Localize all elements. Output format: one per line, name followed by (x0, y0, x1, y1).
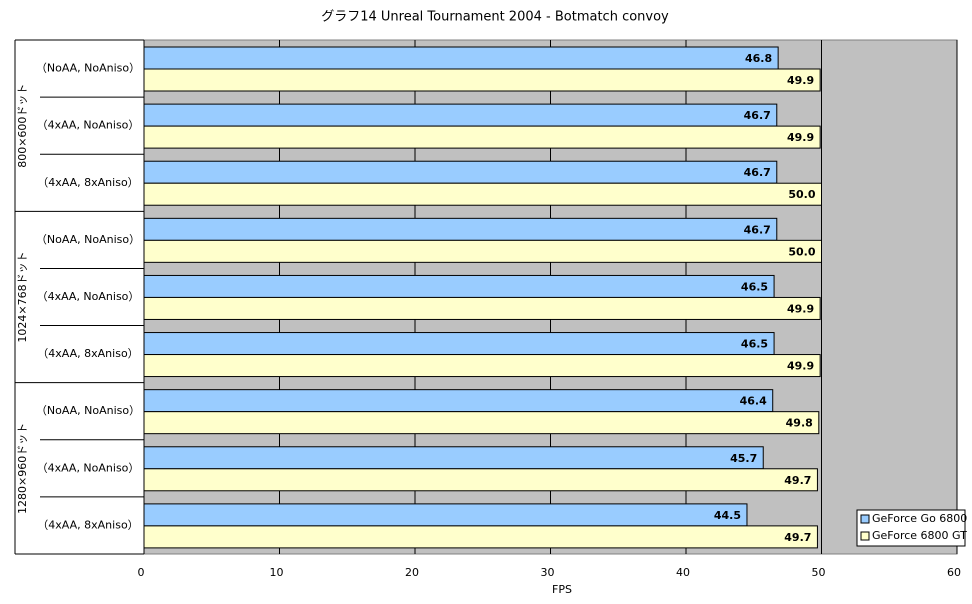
category-label: （4xAA, NoAniso） (37, 461, 140, 474)
value-label: 46.5 (741, 338, 768, 351)
value-label: 46.7 (744, 166, 771, 179)
bar (143, 389, 774, 413)
value-label: 46.4 (740, 395, 767, 408)
bar (143, 446, 764, 470)
category-label: （NoAA, NoAniso） (36, 233, 140, 246)
value-label: 44.5 (714, 509, 741, 522)
category-label: （NoAA, NoAniso） (36, 62, 140, 75)
x-tick-label: 30 (541, 566, 555, 579)
value-label: 46.5 (741, 280, 768, 293)
bar (143, 468, 818, 492)
group-label: 1024×768ドット (16, 251, 29, 342)
bar (143, 103, 778, 127)
group-label: 800×600ドット (16, 84, 29, 168)
legend-label: GeForce 6800 GT (872, 529, 967, 542)
x-tick-label: 20 (405, 566, 419, 579)
category-label: （4xAA, 8xAniso） (37, 347, 138, 360)
chart-title: グラフ14 Unreal Tournament 2004 - Botmatch … (321, 10, 669, 25)
bar (143, 125, 821, 149)
x-tick-label: 40 (676, 566, 690, 579)
bar (143, 217, 778, 241)
value-label: 49.8 (786, 417, 813, 430)
bar (143, 274, 775, 298)
group-label: 1280×960ドット (16, 423, 29, 514)
bar (143, 182, 822, 206)
value-label: 49.9 (787, 302, 814, 315)
bar (143, 354, 821, 378)
value-label: 46.7 (744, 223, 771, 236)
value-label: 49.9 (787, 360, 814, 373)
x-tick-label: 50 (812, 566, 826, 579)
category-label: （4xAA, 8xAniso） (37, 518, 138, 531)
value-label: 49.9 (787, 74, 814, 87)
value-label: 46.8 (745, 52, 772, 65)
category-label: （4xAA, NoAniso） (37, 290, 140, 303)
bar (143, 46, 779, 70)
bar (143, 239, 822, 263)
category-label: （NoAA, NoAniso） (36, 404, 140, 417)
bar (143, 160, 778, 184)
value-label: 49.9 (787, 131, 814, 144)
bar (143, 332, 775, 356)
bar (143, 411, 820, 435)
value-label: 50.0 (788, 188, 815, 201)
bar (143, 503, 748, 527)
category-label: （4xAA, 8xAniso） (37, 176, 138, 189)
value-label: 46.7 (744, 109, 771, 122)
x-axis-label: FPS (552, 583, 572, 596)
category-label: （4xAA, NoAniso） (37, 119, 140, 132)
legend-box (856, 509, 966, 547)
value-label: 49.7 (784, 531, 811, 544)
value-label: 49.7 (784, 474, 811, 487)
bar (143, 525, 818, 549)
x-tick-label: 60 (947, 566, 961, 579)
legend-swatch (860, 514, 870, 524)
value-label: 45.7 (730, 452, 757, 465)
value-label: 50.0 (788, 245, 815, 258)
legend-label: GeForce Go 6800 (872, 512, 967, 525)
bar (143, 296, 821, 320)
x-tick-label: 10 (270, 566, 284, 579)
bar (143, 68, 821, 92)
x-tick-label: 0 (138, 566, 145, 579)
legend-swatch (860, 531, 870, 541)
